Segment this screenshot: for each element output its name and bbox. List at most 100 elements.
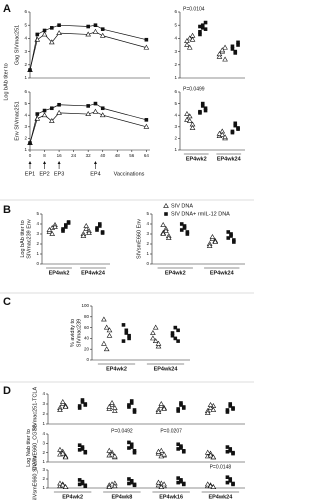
marker-square xyxy=(185,230,190,234)
y-axis-label: SIVmac239 xyxy=(76,319,82,347)
y-tick-label: 3 xyxy=(36,231,39,236)
marker-triangle xyxy=(59,398,66,404)
marker-square xyxy=(77,478,82,482)
marker-square xyxy=(127,477,131,481)
marker-square xyxy=(132,408,137,412)
marker-square xyxy=(61,229,65,233)
x-tick-label: 8 xyxy=(43,153,46,158)
y-tick-label: 2 xyxy=(24,136,27,141)
marker-triangle xyxy=(52,223,58,229)
y-tick-label: 4 xyxy=(174,112,177,117)
y-axis-label: SIVsmE660_CG7G xyxy=(32,424,38,472)
y-tick-label: 3 xyxy=(174,124,177,129)
marker-triangle xyxy=(161,451,167,457)
x-tick-label: EP4wk8 xyxy=(111,494,132,500)
y-tick-label: 6 xyxy=(174,89,177,94)
x-tick-label: EP4wk2 xyxy=(165,270,186,276)
marker-square xyxy=(170,333,175,338)
p-value: P=0.0492 xyxy=(111,428,133,434)
marker-triangle xyxy=(59,450,66,456)
marker-square xyxy=(132,450,137,455)
marker-triangle xyxy=(57,446,63,452)
x-tick-label: 40 xyxy=(100,153,106,158)
marker-square xyxy=(176,407,180,411)
marker-triangle xyxy=(207,483,214,489)
marker-square xyxy=(144,37,149,42)
marker-square xyxy=(164,212,168,216)
marker-square xyxy=(80,398,85,402)
y-tick-label: 4 xyxy=(42,391,45,396)
marker-triangle xyxy=(152,324,159,330)
marker-square xyxy=(200,104,205,108)
marker-square xyxy=(233,123,238,128)
marker-square xyxy=(179,222,184,226)
y-tick-label: 6 xyxy=(24,9,27,14)
marker-square xyxy=(129,442,134,447)
marker-triangle xyxy=(216,51,223,57)
marker-square xyxy=(182,226,187,230)
marker-square xyxy=(124,331,129,335)
marker-square xyxy=(80,447,85,451)
y-tick-label: 4 xyxy=(24,36,27,41)
y-tick-label: 2 xyxy=(24,62,27,67)
y-tick-label: 60 xyxy=(84,325,90,330)
marker-triangle xyxy=(189,124,196,130)
marker-triangle xyxy=(109,481,115,487)
x-tick-label: EP4wk24 xyxy=(208,494,233,500)
marker-square xyxy=(77,404,82,408)
y-axis-label: Gag SIVmac251 xyxy=(14,25,20,65)
marker-square xyxy=(57,23,61,27)
marker-triangle xyxy=(160,230,166,236)
marker-square xyxy=(225,475,230,479)
marker-square xyxy=(64,223,68,227)
x-tick-label: EP4wk24 xyxy=(154,366,179,372)
marker-square xyxy=(80,400,85,404)
marker-triangle xyxy=(184,38,190,43)
marker-triangle xyxy=(83,222,90,228)
marker-square xyxy=(100,27,105,31)
marker-triangle xyxy=(222,134,228,140)
marker-square xyxy=(132,449,137,453)
x-tick-label: 64 xyxy=(144,153,150,158)
marker-square xyxy=(50,26,54,30)
marker-square xyxy=(77,406,82,410)
x-tick-label: 56 xyxy=(129,153,135,158)
marker-triangle xyxy=(101,316,107,322)
marker-triangle xyxy=(85,111,92,116)
marker-square xyxy=(200,101,205,106)
marker-triangle xyxy=(186,117,193,123)
marker-triangle xyxy=(161,481,167,487)
marker-triangle xyxy=(56,109,62,115)
y-tick-label: 4 xyxy=(146,221,149,226)
marker-square xyxy=(203,106,208,111)
marker-triangle xyxy=(80,232,87,238)
p-value: P=0.0104 xyxy=(183,6,205,12)
marker-square xyxy=(93,101,98,106)
marker-square xyxy=(83,449,88,454)
marker-square xyxy=(28,141,32,145)
marker-square xyxy=(144,118,149,122)
marker-triangle xyxy=(222,44,228,50)
panel-label: C xyxy=(3,296,11,308)
marker-square xyxy=(229,232,233,236)
marker-triangle xyxy=(210,454,217,460)
event-label: EP3 xyxy=(54,171,64,177)
marker-square xyxy=(98,222,102,226)
marker-triangle xyxy=(112,407,118,413)
marker-square xyxy=(66,220,71,224)
panel-label: D xyxy=(3,385,11,397)
marker-triangle xyxy=(204,481,211,487)
marker-triangle xyxy=(210,484,217,490)
y-tick-label: 5 xyxy=(146,211,149,216)
marker-triangle xyxy=(204,449,211,455)
marker-square xyxy=(185,232,190,236)
marker-triangle xyxy=(86,229,92,235)
marker-triangle xyxy=(210,406,217,412)
marker-square xyxy=(230,44,235,49)
marker-square xyxy=(181,449,186,453)
marker-triangle xyxy=(207,401,214,407)
marker-square xyxy=(176,339,180,343)
marker-square xyxy=(173,336,178,341)
marker-triangle xyxy=(83,225,90,231)
marker-square xyxy=(231,450,235,455)
